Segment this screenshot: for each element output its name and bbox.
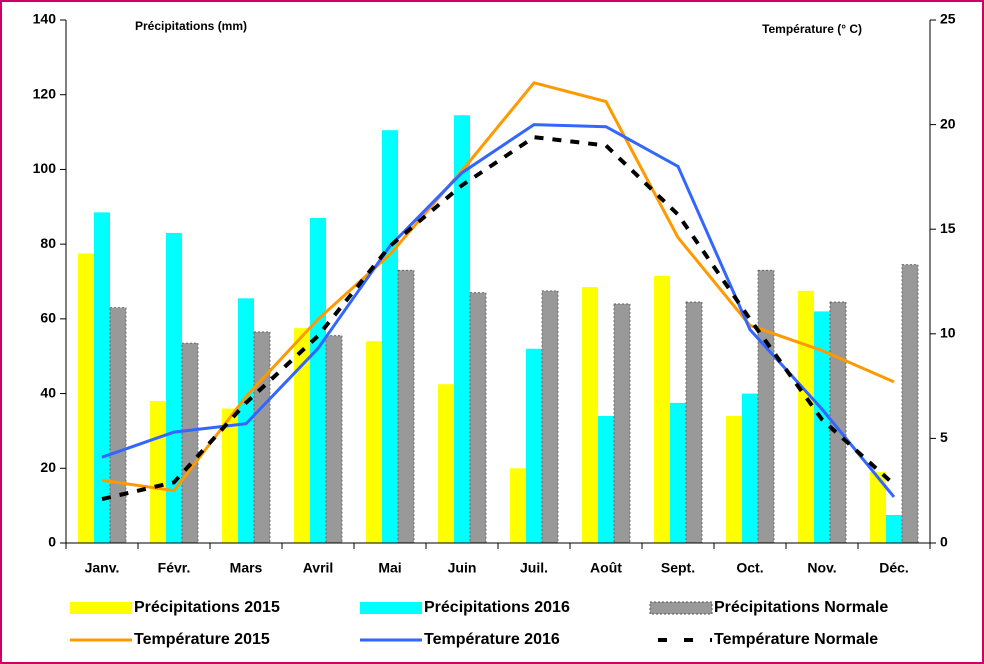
bar — [526, 348, 542, 543]
x-tick-label: Juin — [448, 560, 477, 576]
x-tick-label: Août — [590, 560, 622, 576]
bar — [222, 408, 238, 543]
x-tick-label: Avril — [303, 560, 334, 576]
bar — [901, 264, 919, 544]
y-tick-label: 40 — [40, 384, 56, 400]
x-tick-label: Févr. — [158, 560, 191, 576]
bar — [613, 303, 631, 544]
bar — [886, 514, 902, 543]
bar — [382, 130, 398, 544]
bar — [253, 331, 271, 544]
bar — [294, 328, 310, 543]
bar — [598, 415, 614, 543]
y-tick-label: 0 — [48, 534, 56, 550]
line — [101, 123, 896, 498]
legend-label: Température 2015 — [134, 631, 270, 648]
bar — [670, 402, 686, 543]
legend-label: Précipitations Normale — [714, 599, 888, 616]
legend-swatch — [360, 602, 422, 614]
x-tick-label: Nov. — [807, 560, 836, 576]
y-axis-label: Précipitations (mm) — [135, 19, 247, 33]
bar — [742, 393, 758, 543]
bar — [78, 253, 94, 543]
bar — [310, 217, 326, 543]
bar — [541, 290, 559, 544]
bar — [870, 472, 886, 543]
x-tick-label: Mars — [230, 560, 263, 576]
y2-axis-label: Température (° C) — [762, 22, 862, 36]
bar — [366, 341, 382, 543]
y-tick-label: 20 — [40, 459, 56, 475]
bar — [726, 415, 742, 543]
legend-label: Température Normale — [714, 631, 878, 648]
y-tick-label: 100 — [33, 160, 57, 176]
bar — [166, 232, 182, 543]
y-tick-label: 140 — [33, 11, 57, 27]
bar — [582, 287, 598, 543]
bar — [510, 468, 526, 543]
y-tick-label: 80 — [40, 235, 56, 251]
bar — [685, 301, 703, 544]
x-tick-label: Janv. — [85, 560, 120, 576]
y2-tick-label: 15 — [940, 220, 956, 236]
y2-tick-label: 10 — [940, 325, 956, 341]
y2-tick-label: 5 — [940, 429, 948, 445]
bar — [814, 311, 830, 543]
legend-label: Précipitations 2016 — [424, 599, 570, 616]
y2-tick-label: 25 — [940, 11, 956, 27]
bar — [109, 307, 127, 544]
bar — [94, 212, 110, 543]
line — [101, 81, 895, 493]
x-tick-label: Mai — [378, 560, 401, 576]
bar — [397, 269, 415, 544]
bar — [757, 269, 775, 544]
x-tick-label: Juil. — [520, 560, 548, 576]
legend-label: Température 2016 — [424, 631, 560, 648]
bar — [238, 298, 254, 543]
bar — [325, 335, 343, 544]
legend-label: Précipitations 2015 — [134, 599, 280, 616]
bar — [469, 292, 487, 544]
bar — [798, 290, 814, 543]
legend-swatch — [649, 601, 713, 615]
bar — [454, 115, 470, 543]
y-tick-label: 120 — [33, 85, 57, 101]
x-tick-label: Sept. — [661, 560, 695, 576]
x-tick-label: Oct. — [736, 560, 763, 576]
x-tick-label: Déc. — [879, 560, 909, 576]
bar — [181, 342, 199, 544]
y2-tick-label: 20 — [940, 115, 956, 131]
bar — [150, 401, 166, 543]
y-tick-label: 60 — [40, 310, 56, 326]
y2-tick-label: 0 — [940, 534, 948, 550]
line — [101, 135, 896, 502]
bar — [654, 275, 670, 543]
bar — [438, 384, 454, 543]
legend-swatch — [70, 602, 132, 614]
